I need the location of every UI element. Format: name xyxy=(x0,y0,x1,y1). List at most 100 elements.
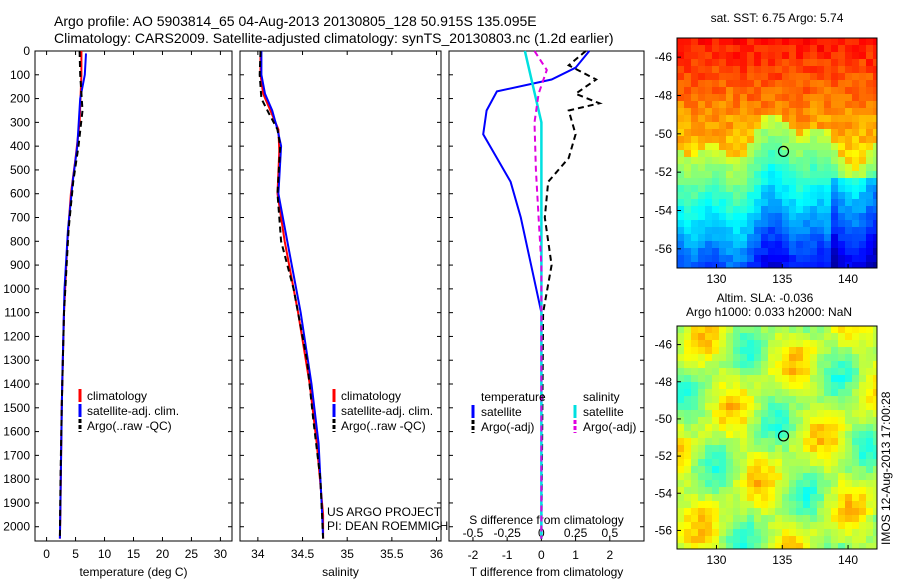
map-cell xyxy=(747,192,754,199)
map-cell xyxy=(866,466,873,473)
map-cell xyxy=(796,389,803,396)
map-cell xyxy=(740,396,747,403)
map-cell xyxy=(677,122,684,129)
map-cell xyxy=(677,508,684,515)
map-cell xyxy=(761,403,768,410)
map-cell xyxy=(684,354,691,361)
map-cell xyxy=(838,494,845,501)
map-cell xyxy=(796,361,803,368)
map-cell xyxy=(691,431,698,438)
map-cell xyxy=(691,522,698,529)
map-cell xyxy=(726,431,733,438)
map-cell xyxy=(852,129,859,136)
map-cell xyxy=(810,452,817,459)
map-cell xyxy=(838,487,845,494)
map-cell xyxy=(740,459,747,466)
map-cell xyxy=(803,73,810,80)
map-cell xyxy=(691,122,698,129)
map-cell xyxy=(677,368,684,375)
map-cell xyxy=(733,108,740,115)
map-cell xyxy=(684,410,691,417)
map-cell xyxy=(691,529,698,536)
map-cell xyxy=(691,227,698,234)
map-cell xyxy=(698,220,705,227)
map-cell xyxy=(747,354,754,361)
map-cell xyxy=(684,129,691,136)
map-cell xyxy=(768,487,775,494)
map-cell xyxy=(803,515,810,522)
map-cell xyxy=(782,241,789,248)
map-cell xyxy=(817,248,824,255)
map-cell xyxy=(866,396,873,403)
map-cell xyxy=(761,115,768,122)
map-cell xyxy=(712,38,719,45)
map-cell xyxy=(726,445,733,452)
map-cell xyxy=(845,466,852,473)
map-cell xyxy=(845,340,852,347)
map-cell xyxy=(817,529,824,536)
map-cell xyxy=(838,115,845,122)
map-cell xyxy=(824,375,831,382)
map-cell xyxy=(831,389,838,396)
map-cell xyxy=(782,382,789,389)
map-cell xyxy=(796,136,803,143)
series-line-satellite-adj-clim- xyxy=(260,51,325,539)
map-title-line-2: Argo h1000: 0.033 h2000: NaN xyxy=(686,305,852,319)
map-cell xyxy=(712,199,719,206)
map-cell xyxy=(866,192,873,199)
map-cell xyxy=(817,108,824,115)
map-cell xyxy=(691,403,698,410)
map-cell xyxy=(684,150,691,157)
map-cell xyxy=(817,438,824,445)
map-cell xyxy=(719,501,726,508)
map-cell xyxy=(684,241,691,248)
map-cell xyxy=(824,326,831,333)
map-cell xyxy=(838,529,845,536)
map-cell xyxy=(838,213,845,220)
map-cell xyxy=(684,185,691,192)
map-cell xyxy=(824,234,831,241)
map-cell xyxy=(761,52,768,59)
map-cell xyxy=(810,340,817,347)
map-cell xyxy=(712,129,719,136)
map-y-tick-label: -46 xyxy=(655,50,673,64)
map-cell xyxy=(705,515,712,522)
map-cell xyxy=(838,354,845,361)
map-cell xyxy=(859,115,866,122)
map-cell xyxy=(705,438,712,445)
map-cell xyxy=(754,501,761,508)
map-cell xyxy=(852,59,859,66)
map-cell xyxy=(705,354,712,361)
map-cell xyxy=(831,543,838,549)
map-cell xyxy=(859,501,866,508)
map-cell xyxy=(859,375,866,382)
map-cell xyxy=(698,494,705,501)
map-cell xyxy=(817,38,824,45)
map-cell xyxy=(747,234,754,241)
y-tick-label: 1400 xyxy=(3,377,30,391)
map-cell xyxy=(747,241,754,248)
map-cell xyxy=(852,508,859,515)
map-cell xyxy=(691,115,698,122)
map-cell xyxy=(796,438,803,445)
map-cell xyxy=(789,101,796,108)
map-cell xyxy=(775,73,782,80)
map-cell xyxy=(698,543,705,549)
map-cell xyxy=(824,73,831,80)
map-cell xyxy=(782,122,789,129)
map-cell xyxy=(796,508,803,515)
map-cell xyxy=(845,487,852,494)
map-cell xyxy=(719,536,726,543)
map-cell xyxy=(866,115,873,122)
map-cell xyxy=(754,459,761,466)
map-cell xyxy=(740,87,747,94)
map-cell xyxy=(831,206,838,213)
map-cell xyxy=(705,255,712,262)
map-cell xyxy=(754,66,761,73)
map-cell xyxy=(873,73,877,80)
legend-label: satellite xyxy=(481,405,522,419)
map-cell xyxy=(803,494,810,501)
map-cell xyxy=(747,94,754,101)
map-cell xyxy=(824,536,831,543)
map-cell xyxy=(824,248,831,255)
